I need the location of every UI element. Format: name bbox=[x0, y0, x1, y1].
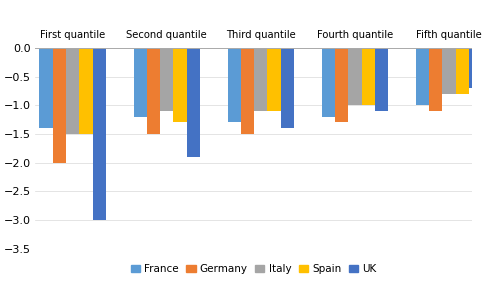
Bar bbox=[442, 48, 455, 94]
Bar bbox=[227, 48, 241, 123]
Bar bbox=[173, 48, 186, 123]
Bar bbox=[79, 48, 92, 134]
Bar bbox=[186, 48, 200, 157]
Text: Fourth quantile: Fourth quantile bbox=[316, 30, 392, 40]
Text: Fifth quantile: Fifth quantile bbox=[415, 30, 481, 40]
Bar bbox=[468, 48, 481, 88]
Bar bbox=[321, 48, 334, 117]
Bar bbox=[40, 48, 53, 128]
Bar bbox=[160, 48, 173, 111]
Legend: France, Germany, Italy, Spain, UK: France, Germany, Italy, Spain, UK bbox=[130, 264, 376, 274]
Bar bbox=[415, 48, 428, 105]
Bar bbox=[347, 48, 361, 105]
Bar bbox=[428, 48, 442, 111]
Bar bbox=[374, 48, 387, 111]
Text: Third quantile: Third quantile bbox=[225, 30, 295, 40]
Bar bbox=[146, 48, 160, 134]
Text: Second quantile: Second quantile bbox=[126, 30, 207, 40]
Bar bbox=[92, 48, 105, 220]
Bar bbox=[267, 48, 280, 111]
Bar bbox=[133, 48, 146, 117]
Bar bbox=[241, 48, 254, 134]
Bar bbox=[361, 48, 374, 105]
Bar bbox=[280, 48, 293, 128]
Bar bbox=[455, 48, 468, 94]
Bar bbox=[334, 48, 347, 123]
Bar bbox=[66, 48, 79, 134]
Bar bbox=[53, 48, 66, 163]
Bar bbox=[254, 48, 267, 111]
Text: First quantile: First quantile bbox=[40, 30, 105, 40]
